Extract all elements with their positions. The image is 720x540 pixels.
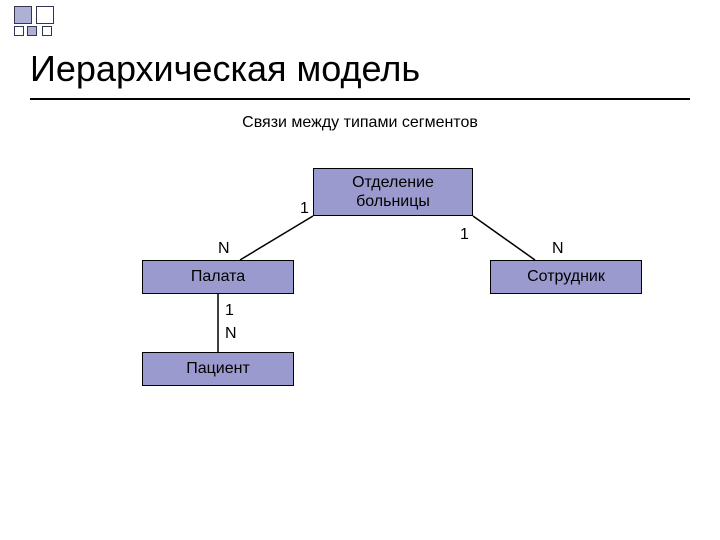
edge-dept-ward [240, 216, 313, 260]
decor-square [42, 26, 52, 36]
node-dept: Отделение больницы [313, 168, 473, 216]
cardinality-label: N [225, 325, 237, 343]
cardinality-label: 1 [225, 302, 234, 320]
cardinality-label: 1 [460, 226, 469, 244]
cardinality-label: N [552, 240, 564, 258]
decor-square [14, 26, 24, 36]
node-ward: Палата [142, 260, 294, 294]
node-staff: Сотрудник [490, 260, 642, 294]
decor-square [27, 26, 37, 36]
page-subtitle: Связи между типами сегментов [0, 114, 720, 132]
edge-dept-staff [473, 216, 535, 260]
cardinality-label: N [218, 240, 230, 258]
node-patient: Пациент [142, 352, 294, 386]
cardinality-label: 1 [300, 200, 309, 218]
decor-square [36, 6, 54, 24]
decor-square [14, 6, 32, 24]
page-title: Иерархическая модель [30, 48, 420, 90]
title-underline [30, 98, 690, 100]
